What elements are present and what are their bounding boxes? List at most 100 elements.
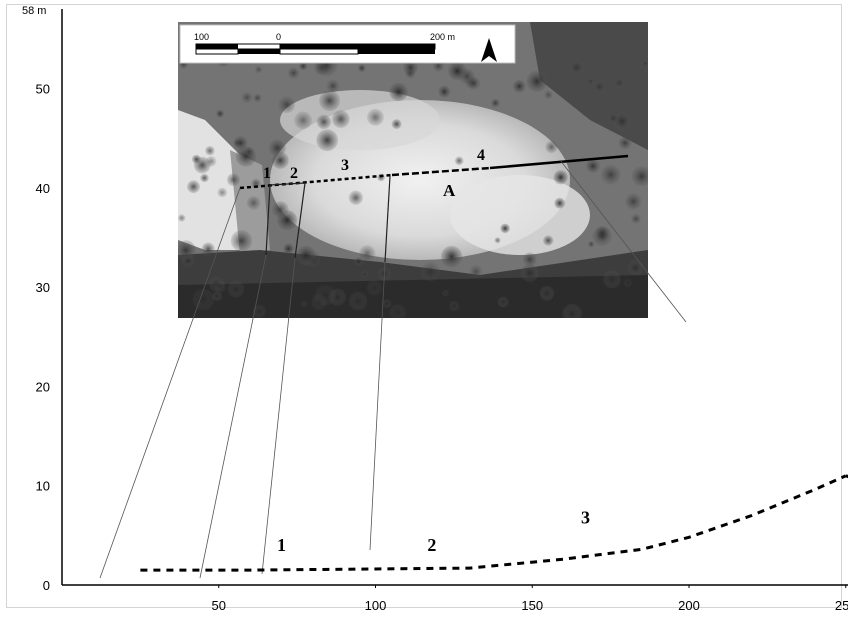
tree-blob: [314, 284, 336, 306]
y-tick-label: 10: [36, 479, 50, 494]
tree-blob: [233, 136, 248, 150]
tree-blob: [360, 270, 369, 279]
tree-blob: [543, 235, 554, 246]
tree-blob: [592, 226, 613, 247]
tree-blob: [366, 108, 384, 126]
profile-zone-label-1: 1: [277, 535, 286, 555]
tree-blob: [287, 67, 300, 79]
x-tick-label: 50: [212, 598, 226, 613]
tree-blob: [348, 190, 363, 205]
tree-blob: [230, 230, 253, 252]
profile-zone-label-2: 2: [427, 535, 436, 555]
tree-blob: [377, 173, 385, 182]
tree-blob: [268, 139, 286, 157]
tree-blob: [500, 223, 510, 234]
x-tick-label: 200: [678, 598, 700, 613]
x-tick-label: 100: [365, 598, 387, 613]
tree-blob: [217, 187, 228, 198]
profile-zone-label-3: 3: [581, 507, 590, 527]
tree-blob: [299, 61, 308, 71]
tree-blob: [545, 140, 558, 154]
tree-blob: [544, 90, 553, 100]
tree-blob: [272, 201, 289, 218]
tree-blob: [246, 196, 261, 210]
tree-blob: [403, 60, 419, 75]
tree-blob: [562, 303, 582, 318]
tree-blob: [585, 159, 600, 173]
tree-blob: [389, 82, 408, 102]
tree-blob: [191, 154, 201, 164]
tree-blob: [278, 96, 296, 114]
tree-blob: [254, 65, 263, 74]
tree-blob: [526, 70, 548, 93]
tree-blob: [602, 270, 621, 289]
y-tick-label: 40: [36, 181, 50, 196]
tree-blob: [319, 90, 340, 111]
tree-blob: [600, 164, 621, 185]
tree-blob: [192, 288, 215, 311]
tree-blob: [623, 278, 632, 288]
tree-blob: [593, 80, 606, 93]
tree-blob: [497, 296, 509, 308]
tree-blob: [539, 285, 555, 301]
y-tick-label: 58 m: [22, 5, 46, 17]
aerial-profile-line: [239, 154, 629, 263]
tree-blob: [391, 119, 402, 130]
scale-label-100: 100: [194, 32, 209, 42]
scale-bar: 100 0 200 m: [194, 32, 455, 55]
tree-blob: [631, 166, 648, 187]
tree-blob: [587, 240, 595, 248]
tree-blob: [382, 299, 392, 309]
y-tick-label: 50: [36, 82, 50, 97]
north-arrow-icon: [481, 38, 497, 62]
tree-blob: [226, 173, 240, 187]
tree-blob: [216, 109, 225, 118]
tree-blob: [241, 91, 253, 104]
tree-blob: [494, 237, 501, 244]
tree-blob: [438, 85, 451, 98]
tree-blob: [469, 265, 483, 278]
tree-blob: [316, 114, 332, 130]
connector-lines: [99, 159, 687, 579]
tree-blob: [253, 93, 262, 103]
aerial-zone-label-2: 2: [290, 165, 298, 182]
tree-blob: [440, 245, 463, 268]
tree-blob: [631, 213, 641, 224]
tree-blob: [389, 304, 406, 318]
scale-label-0: 0: [276, 32, 281, 42]
tree-blob: [357, 64, 366, 73]
tree-blob: [613, 112, 631, 130]
tree-blob: [448, 300, 460, 312]
tree-blob: [316, 129, 339, 152]
tree-blob: [490, 98, 500, 108]
tree-blob: [554, 197, 566, 209]
tree-blob: [625, 193, 642, 210]
tree-blob: [178, 240, 196, 261]
tree-blob: [326, 79, 340, 93]
aerial-zone-label-3: 3: [341, 157, 349, 174]
tree-blob: [187, 180, 200, 194]
tree-blob: [627, 259, 644, 276]
tree-blob: [244, 146, 255, 157]
x-tick-label: 150: [521, 598, 543, 613]
tree-blob: [354, 257, 364, 266]
tree-blob: [613, 77, 626, 89]
aerial-point-label-a: A: [443, 181, 456, 200]
tree-blob: [587, 77, 595, 85]
tree-blob: [296, 245, 316, 266]
tree-blob: [205, 145, 215, 156]
tree-blob: [553, 170, 568, 185]
tree-blob: [359, 245, 376, 262]
axis-ticks: 50100150200250300350400450478.5 m0102030…: [22, 5, 848, 613]
tree-blob: [420, 262, 440, 282]
tree-blob: [294, 111, 312, 130]
tree-blob: [212, 291, 223, 302]
scale-label-200: 200 m: [430, 32, 455, 42]
tree-blob: [201, 242, 215, 256]
tree-blob: [642, 60, 648, 67]
tree-blob: [366, 280, 382, 296]
y-tick-label: 30: [36, 280, 50, 295]
tree-blob: [448, 61, 467, 81]
y-tick-label: 20: [36, 379, 50, 394]
